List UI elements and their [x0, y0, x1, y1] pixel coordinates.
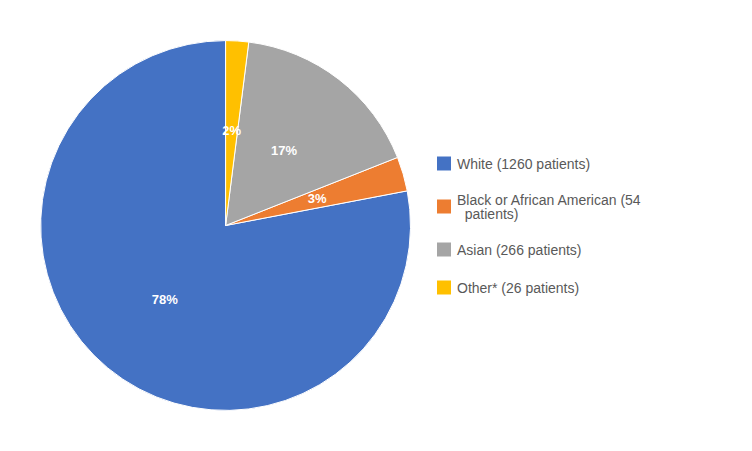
svg-text:Asian (266 patients): Asian (266 patients): [457, 242, 582, 258]
svg-text:17%: 17%: [271, 143, 297, 158]
svg-text:3%: 3%: [308, 191, 327, 206]
svg-text:2%: 2%: [222, 123, 241, 138]
svg-text:patients): patients): [457, 206, 518, 222]
svg-text:White (1260 patients): White (1260 patients): [457, 156, 590, 172]
svg-text:Other* (26 patients): Other* (26 patients): [457, 280, 579, 296]
svg-text:Black or African American (54: Black or African American (54: [457, 191, 641, 208]
svg-text:78%: 78%: [152, 292, 178, 307]
